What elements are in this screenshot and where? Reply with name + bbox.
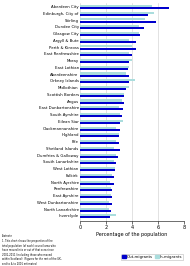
Bar (80, 7, 169, 9)
Bar (80, 32, 139, 34)
Bar (80, 73, 126, 74)
Bar (80, 207, 108, 210)
Bar (80, 140, 116, 142)
Bar (80, 27, 144, 30)
Bar (80, 25, 139, 27)
Bar (80, 93, 124, 95)
Bar (80, 181, 110, 182)
Text: Footnote
1. This chart shows the proportion of the
total population (of each) co: Footnote 1. This chart shows the proport… (2, 234, 61, 266)
Bar (80, 147, 114, 149)
Bar (80, 203, 112, 205)
Bar (80, 59, 132, 61)
Bar (80, 88, 126, 90)
Bar (80, 217, 110, 218)
Bar (80, 142, 119, 144)
Bar (80, 106, 119, 108)
Bar (80, 115, 122, 117)
Bar (80, 160, 114, 162)
Bar (80, 214, 116, 216)
Bar (80, 45, 132, 48)
Bar (80, 12, 154, 14)
Bar (80, 39, 129, 41)
Bar (80, 48, 136, 50)
Bar (80, 129, 120, 131)
Bar (80, 41, 136, 43)
Bar (80, 127, 116, 128)
Bar (80, 163, 116, 164)
Bar (80, 183, 114, 185)
Bar (80, 5, 152, 7)
Bar (80, 133, 119, 135)
Bar (80, 174, 112, 176)
Bar (80, 196, 112, 198)
Bar (80, 210, 111, 212)
Bar (80, 189, 112, 192)
Bar (80, 21, 156, 23)
Bar (80, 149, 120, 151)
Bar (80, 167, 115, 169)
Bar (80, 187, 111, 189)
Bar (80, 52, 129, 54)
Bar (80, 18, 145, 20)
Bar (80, 66, 129, 68)
Bar (80, 153, 116, 156)
Bar (80, 113, 120, 115)
Bar (80, 201, 108, 203)
Bar (80, 135, 119, 138)
X-axis label: Percentage of the population: Percentage of the population (96, 232, 168, 237)
Bar (80, 86, 129, 88)
Bar (80, 102, 124, 104)
Bar (80, 176, 114, 178)
Bar (80, 169, 115, 171)
Bar (80, 14, 148, 16)
Bar (80, 68, 128, 70)
Bar (80, 54, 132, 56)
Bar (80, 79, 135, 81)
Bar (80, 95, 124, 97)
Bar (80, 122, 120, 124)
Bar (80, 81, 129, 84)
Bar (80, 156, 118, 158)
Bar (80, 194, 111, 196)
Bar (80, 99, 122, 102)
Legend: Out-migrants, In-migrants: Out-migrants, In-migrants (121, 254, 183, 260)
Bar (80, 109, 123, 110)
Bar (80, 61, 129, 63)
Bar (80, 75, 129, 77)
Bar (80, 34, 140, 36)
Bar (80, 120, 123, 122)
